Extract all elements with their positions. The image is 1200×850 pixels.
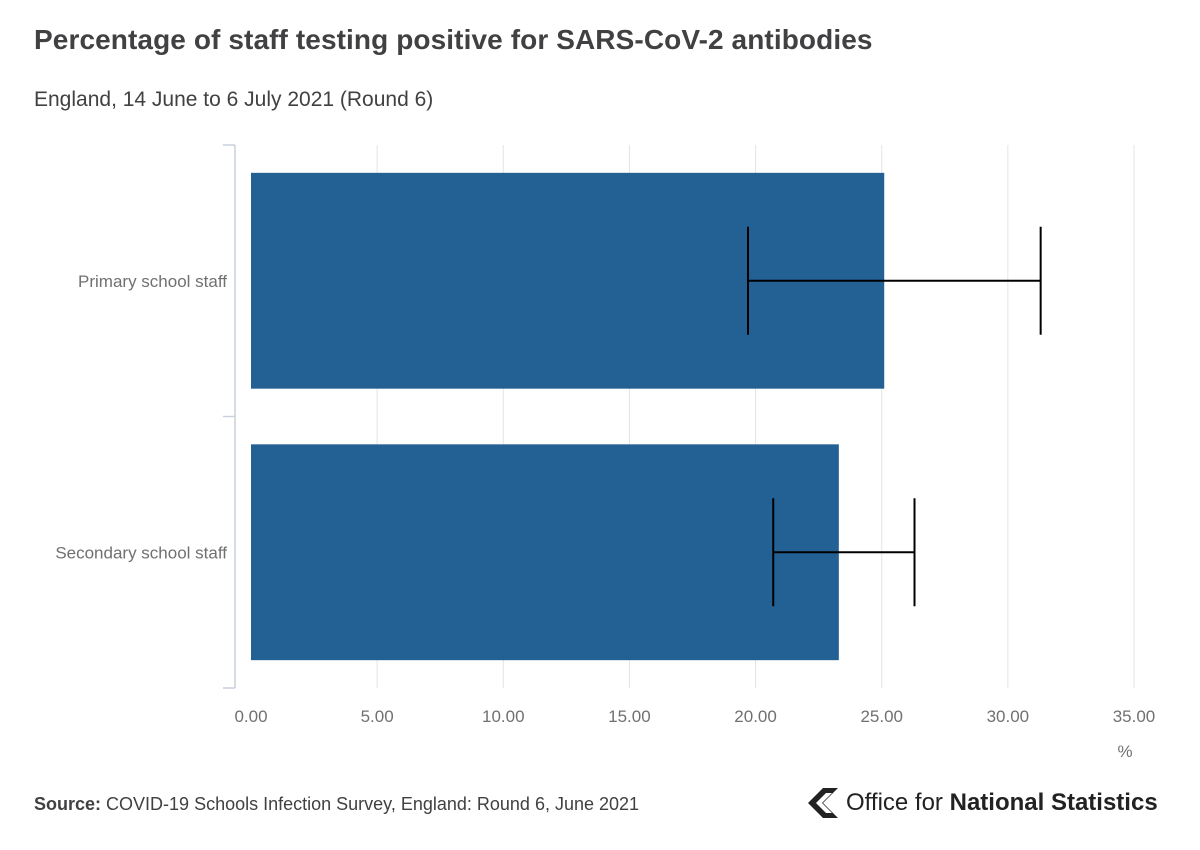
x-axis-label: % [1117,742,1132,761]
source-text: COVID-19 Schools Infection Survey, Engla… [106,794,640,814]
x-tick-label: 20.00 [734,707,777,726]
ons-logo-prefix: Office for [846,789,943,816]
x-tick-label: 0.00 [234,707,267,726]
bar [251,444,839,661]
x-tick-label: 35.00 [1113,707,1156,726]
category-label: Secondary school staff [55,543,227,562]
source-note: Source: COVID-19 Schools Infection Surve… [34,794,639,815]
x-tick-label: 15.00 [608,707,651,726]
chart-title: Percentage of staff testing positive for… [34,24,873,55]
x-tick-label: 25.00 [860,707,903,726]
chart-subtitle: England, 14 June to 6 July 2021 (Round 6… [34,88,434,111]
ons-logo-name: National Statistics [949,789,1158,816]
ons-logo-text: Office for National Statistics [846,789,1158,817]
x-tick-label: 10.00 [482,707,525,726]
source-label: Source: [34,794,102,814]
ons-logo: Office for National Statistics [806,786,1158,820]
x-tick-label: 5.00 [361,707,394,726]
x-tick-label: 30.00 [987,707,1030,726]
bar-chart: Primary school staff Secondary school sta… [55,144,1156,761]
category-label: Primary school staff [78,272,227,291]
ons-logo-icon [808,788,838,818]
